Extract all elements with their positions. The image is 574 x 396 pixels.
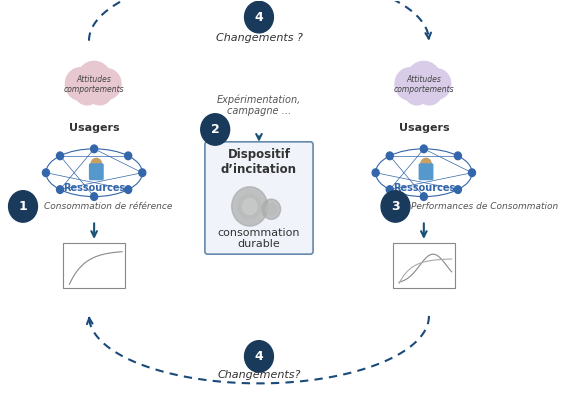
Circle shape xyxy=(65,68,95,100)
Circle shape xyxy=(372,169,379,177)
Circle shape xyxy=(423,69,451,99)
Text: Attitudes
comportements: Attitudes comportements xyxy=(64,75,125,94)
Circle shape xyxy=(468,169,475,177)
Text: 4: 4 xyxy=(255,350,263,363)
FancyBboxPatch shape xyxy=(63,243,125,288)
Circle shape xyxy=(386,186,393,193)
Circle shape xyxy=(381,191,410,222)
Text: 4: 4 xyxy=(255,11,263,24)
Circle shape xyxy=(262,199,281,219)
Circle shape xyxy=(420,145,427,153)
FancyBboxPatch shape xyxy=(90,164,103,179)
Circle shape xyxy=(420,193,427,200)
Text: Performances de Consommation: Performances de Consommation xyxy=(411,202,558,211)
Circle shape xyxy=(455,186,461,193)
Text: d’incitation: d’incitation xyxy=(221,164,297,176)
Text: Ressources: Ressources xyxy=(63,183,125,193)
Circle shape xyxy=(245,2,273,33)
Circle shape xyxy=(87,76,113,105)
Circle shape xyxy=(395,68,425,100)
Circle shape xyxy=(125,186,131,193)
Circle shape xyxy=(57,152,64,160)
FancyBboxPatch shape xyxy=(419,164,433,179)
Circle shape xyxy=(9,191,37,222)
Circle shape xyxy=(266,204,277,215)
Circle shape xyxy=(232,187,267,226)
Text: Changements?: Changements? xyxy=(218,370,301,380)
Text: Usagers: Usagers xyxy=(69,123,119,133)
Circle shape xyxy=(245,341,273,372)
Circle shape xyxy=(57,186,64,193)
Circle shape xyxy=(386,152,393,160)
Circle shape xyxy=(242,198,257,214)
Text: Expérimentation,
campagne …: Expérimentation, campagne … xyxy=(217,94,301,116)
Circle shape xyxy=(42,169,49,177)
Text: Changements ?: Changements ? xyxy=(215,33,302,43)
Circle shape xyxy=(404,76,430,105)
Circle shape xyxy=(406,61,441,100)
Circle shape xyxy=(201,114,230,145)
Text: Consommation de référence: Consommation de référence xyxy=(44,202,172,211)
Circle shape xyxy=(93,69,121,99)
FancyBboxPatch shape xyxy=(393,243,455,288)
Circle shape xyxy=(91,193,98,200)
Text: 1: 1 xyxy=(18,200,28,213)
Text: Dispositif: Dispositif xyxy=(227,148,290,161)
Text: Ressources: Ressources xyxy=(393,183,455,193)
Circle shape xyxy=(455,152,461,160)
FancyBboxPatch shape xyxy=(205,142,313,254)
Text: 3: 3 xyxy=(391,200,400,213)
Circle shape xyxy=(91,158,102,170)
Text: consommation
durable: consommation durable xyxy=(218,228,300,249)
Circle shape xyxy=(238,194,261,219)
Text: 2: 2 xyxy=(211,123,220,136)
Circle shape xyxy=(421,158,431,170)
Circle shape xyxy=(74,76,100,105)
Text: Usagers: Usagers xyxy=(398,123,449,133)
Text: Attitudes
comportements: Attitudes comportements xyxy=(394,75,454,94)
Circle shape xyxy=(76,61,112,100)
Circle shape xyxy=(416,76,443,105)
Circle shape xyxy=(125,152,131,160)
Circle shape xyxy=(139,169,146,177)
Circle shape xyxy=(91,145,98,153)
